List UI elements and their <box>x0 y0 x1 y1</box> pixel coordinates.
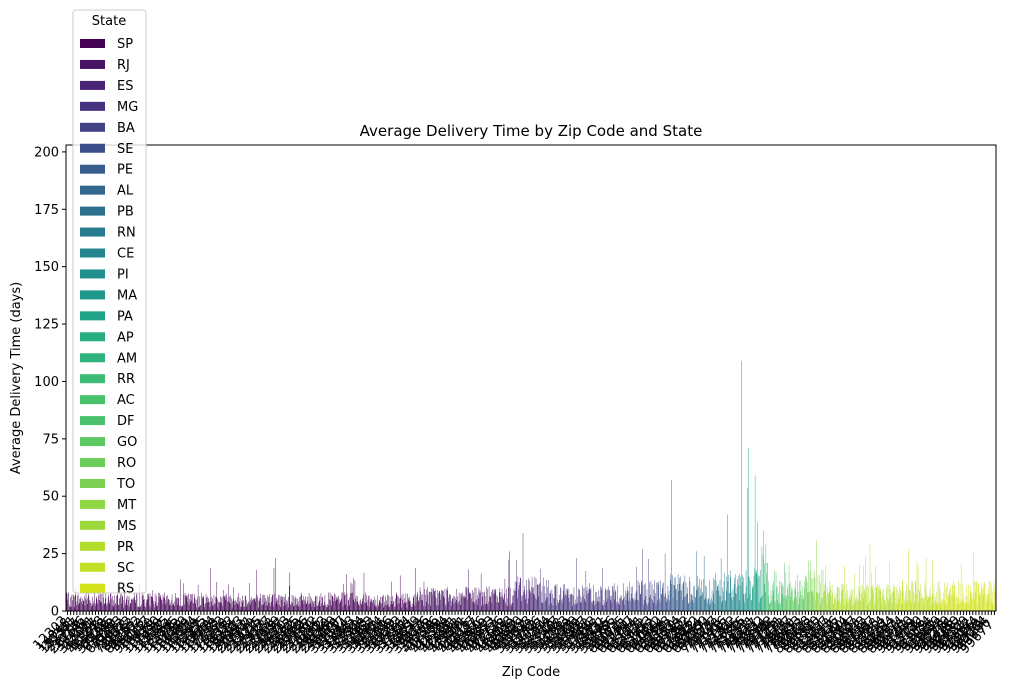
y-tick-label: 0 <box>51 605 59 620</box>
legend-label-rr: RR <box>117 372 135 387</box>
chart-title: Average Delivery Time by Zip Code and St… <box>360 122 703 140</box>
legend-swatch-go <box>80 437 105 447</box>
y-tick-label: 175 <box>34 203 59 218</box>
y-tick-label: 125 <box>34 318 59 333</box>
legend-swatch-pr <box>80 541 105 551</box>
legend-swatch-mg <box>80 101 105 111</box>
legend-entries: SP RJ ES MG BA SE PE AL PB RN CE PI MA PA AP AM RR AC DF GO… <box>80 37 138 597</box>
x-axis-label: Zip Code <box>502 665 560 680</box>
legend-swatch-ma <box>80 290 105 300</box>
legend-label-sc: SC <box>117 561 134 576</box>
legend-swatch-df <box>80 416 105 426</box>
legend-swatch-am <box>80 353 105 363</box>
y-tick-label: 25 <box>42 547 59 562</box>
legend-swatch-pa <box>80 311 105 321</box>
legend-swatch-rj <box>80 59 105 69</box>
x-tick-labels: 1230214048192542038123327267573074633484… <box>31 611 997 657</box>
y-tick-label: 150 <box>34 260 59 275</box>
y-axis-label: Average Delivery Time (days) <box>9 282 24 474</box>
legend-swatch-rs <box>80 583 105 593</box>
legend-swatch-al <box>80 185 105 195</box>
legend-swatch-ce <box>80 248 105 258</box>
legend-label-ce: CE <box>117 247 134 262</box>
legend-label-rj: RJ <box>117 58 130 73</box>
legend-label-ba: BA <box>117 121 135 136</box>
legend-label-ac: AC <box>117 393 135 408</box>
legend-swatch-pb <box>80 206 105 216</box>
legend-label-ma: MA <box>117 288 137 303</box>
plot-area-frame <box>65 144 997 612</box>
legend-swatch-es <box>80 80 105 90</box>
legend: State SP RJ ES MG BA SE PE AL PB RN CE PI MA PA AP AM RR… <box>72 9 147 597</box>
y-axis-ticks: 0 25 50 75 100 125 150 175 200 <box>34 145 66 620</box>
legend-swatch-ap <box>80 332 105 342</box>
legend-label-df: DF <box>117 414 135 429</box>
legend-label-ms: MS <box>117 519 136 534</box>
legend-swatch-ac <box>80 395 105 405</box>
y-tick-label: 100 <box>34 375 59 390</box>
legend-label-am: AM <box>117 351 137 366</box>
legend-swatch-rn <box>80 227 105 237</box>
bars-layer <box>66 360 996 611</box>
legend-label-go: GO <box>117 435 137 450</box>
legend-box <box>72 9 147 594</box>
legend-swatch-se <box>80 143 105 153</box>
legend-label-ap: AP <box>117 330 134 345</box>
legend-swatch-mt <box>80 499 105 509</box>
legend-label-pa: PA <box>117 309 133 324</box>
y-tick-label: 200 <box>34 145 59 160</box>
legend-label-mg: MG <box>117 100 138 115</box>
legend-swatch-to <box>80 478 105 488</box>
legend-label-to: TO <box>116 477 135 492</box>
y-tick-label: 75 <box>42 432 59 447</box>
legend-label-pr: PR <box>117 540 134 555</box>
legend-label-mt: MT <box>117 498 136 513</box>
legend-label-ro: RO <box>117 456 136 471</box>
legend-label-rn: RN <box>117 226 136 241</box>
legend-swatch-pe <box>80 164 105 174</box>
legend-swatch-pi <box>80 269 105 279</box>
legend-swatch-ro <box>80 458 105 467</box>
legend-label-pi: PI <box>117 267 129 282</box>
legend-label-pb: PB <box>117 205 134 220</box>
y-tick-label: 50 <box>42 490 59 505</box>
legend-swatch-sc <box>80 562 105 572</box>
legend-label-pe: PE <box>117 163 133 178</box>
legend-label-rs: RS <box>117 582 134 597</box>
legend-label-se: SE <box>117 142 133 157</box>
legend-swatch-rr <box>80 374 105 384</box>
legend-swatch-ms <box>80 520 105 530</box>
legend-swatch-ba <box>80 122 105 132</box>
legend-label-al: AL <box>117 184 134 199</box>
legend-label-sp: SP <box>117 37 133 52</box>
legend-label-es: ES <box>117 79 133 94</box>
legend-swatch-sp <box>80 39 105 48</box>
legend-title: State <box>92 14 126 29</box>
